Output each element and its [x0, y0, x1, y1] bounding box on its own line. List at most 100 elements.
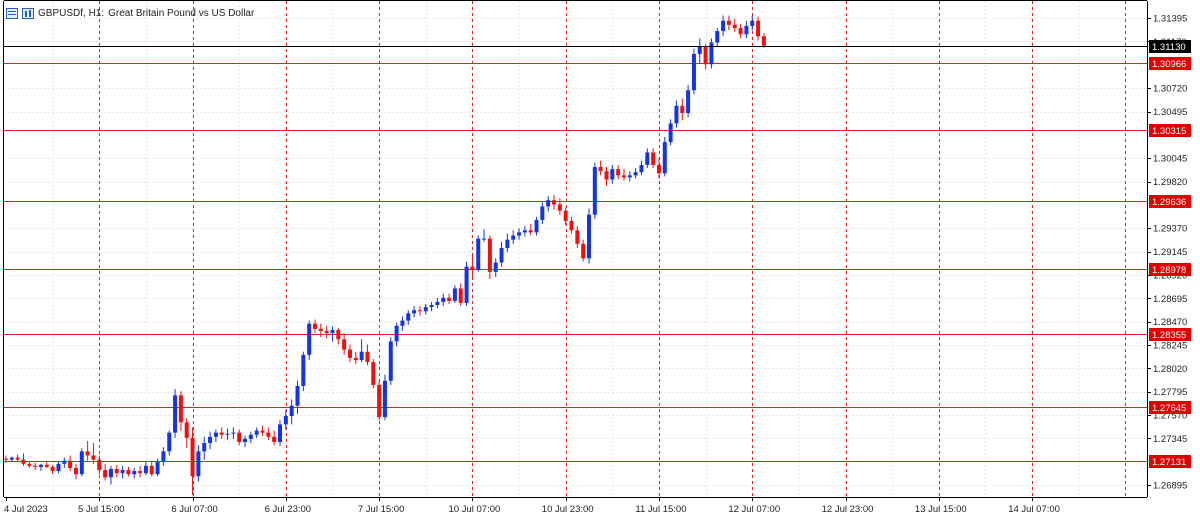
level-label: 1.28978	[1152, 265, 1186, 276]
session-separators	[99, 1, 1126, 497]
candle-bear	[27, 463, 32, 466]
candle-bull	[143, 465, 148, 474]
x-axis-ticks: 4 Jul 2023 5 Jul 15:00 6 Jul 07:00 6 Jul 23…	[4, 497, 1060, 515]
candle-bull	[435, 301, 440, 306]
y-tick-label: 1.29145	[1153, 247, 1187, 258]
chart-menu-icon[interactable]	[6, 7, 18, 19]
level-label-bg	[1149, 57, 1191, 70]
candle-bear	[149, 465, 154, 475]
candle-bull	[464, 266, 469, 303]
candle-bull	[213, 432, 218, 437]
candle-bear	[616, 169, 621, 176]
x-tick-label: 10 Jul 23:00	[542, 504, 594, 515]
candle-bear	[97, 459, 102, 471]
candle-bull	[511, 235, 516, 240]
grid	[4, 1, 1147, 497]
candle-bull	[330, 329, 335, 334]
y-tick-label: 1.27345	[1153, 434, 1187, 445]
candle-bear	[272, 436, 277, 443]
candle-bear	[318, 328, 323, 331]
candle-bull	[56, 463, 61, 472]
candle-bull	[592, 167, 597, 215]
candle-bull	[196, 451, 201, 477]
x-tick-label: 12 Jul 07:00	[728, 504, 780, 515]
candle-bear	[377, 384, 382, 418]
candle-bull	[254, 430, 259, 435]
candle-bull	[610, 169, 615, 180]
y-tick-label: 1.28020	[1153, 364, 1187, 375]
axes	[3, 0, 1148, 498]
candle-bull	[493, 262, 498, 272]
candle-bull	[167, 432, 172, 452]
candle-bull	[108, 468, 113, 478]
candle-bull	[9, 457, 14, 460]
indicator-list-icon[interactable]	[22, 7, 34, 19]
level-label-bg	[1149, 455, 1191, 468]
y-tick-label: 1.29370	[1153, 224, 1187, 235]
candle-bull	[697, 46, 702, 54]
candle-bull	[132, 471, 137, 475]
candle-bull	[394, 325, 399, 342]
symbol-description: Great Britain Pound vs US Dollar	[108, 7, 255, 19]
candle-bull	[155, 461, 160, 475]
candle-bull	[382, 380, 387, 418]
candle-bear	[732, 24, 737, 28]
candle-bull	[38, 464, 43, 467]
x-tick-label: 4 Jul 2023	[4, 504, 48, 515]
candle-bear	[621, 175, 626, 178]
x-tick-label: 14 Jul 07:00	[1008, 504, 1060, 515]
candle-bear	[21, 459, 26, 464]
candle-bear	[85, 451, 90, 456]
candle-bull	[307, 323, 312, 355]
candle-bear	[417, 310, 422, 312]
level-label-bg	[1149, 195, 1191, 208]
candle-bull	[476, 238, 481, 270]
candle-bear	[738, 27, 743, 35]
y-tick-label: 1.28695	[1153, 294, 1187, 305]
candle-bear	[470, 266, 475, 270]
candle-bear	[604, 171, 609, 180]
candle-bear	[761, 36, 766, 46]
candle-bear	[190, 437, 195, 477]
candle-bull	[721, 20, 726, 32]
candle-bear	[487, 238, 492, 272]
candle-bull	[499, 247, 504, 263]
candle-bull	[505, 239, 510, 248]
y-tick-label: 1.30495	[1153, 107, 1187, 118]
level-label: 1.30315	[1152, 126, 1186, 137]
candle-bull	[359, 351, 364, 361]
candle-bear	[260, 430, 265, 433]
candle-bull	[715, 31, 720, 43]
y-tick-label: 1.30045	[1153, 154, 1187, 165]
candle-bull	[301, 354, 306, 386]
candle-bear	[266, 432, 271, 437]
candle-bull	[534, 219, 539, 233]
candle-bull	[412, 310, 417, 314]
candle-bull	[627, 175, 632, 178]
candle-bull	[429, 305, 434, 308]
level-label-bg	[1149, 328, 1191, 341]
candle-bear	[126, 470, 131, 475]
candle-bear	[726, 20, 731, 25]
candle-bear	[91, 455, 96, 460]
y-tick-label: 1.28470	[1153, 317, 1187, 328]
candle-bull	[633, 172, 638, 176]
candle-bear	[342, 339, 347, 350]
candle-bear	[703, 46, 708, 65]
x-tick-label: 6 Jul 23:00	[265, 504, 311, 515]
x-tick-label: 13 Jul 15:00	[915, 504, 967, 515]
y-tick-label: 1.29820	[1153, 177, 1187, 188]
level-label-bg	[1149, 263, 1191, 276]
candle-bear	[347, 349, 352, 358]
candle-bull	[540, 206, 545, 220]
candle-bull	[691, 53, 696, 91]
candle-bear	[237, 432, 242, 443]
candle-bull	[278, 424, 283, 443]
candle-bull	[208, 436, 213, 444]
candle-bear	[353, 357, 358, 361]
candle-bull	[639, 164, 644, 173]
candle-bear	[680, 105, 685, 114]
candle-bear	[178, 395, 183, 423]
level-label: 1.29636	[1152, 197, 1186, 208]
